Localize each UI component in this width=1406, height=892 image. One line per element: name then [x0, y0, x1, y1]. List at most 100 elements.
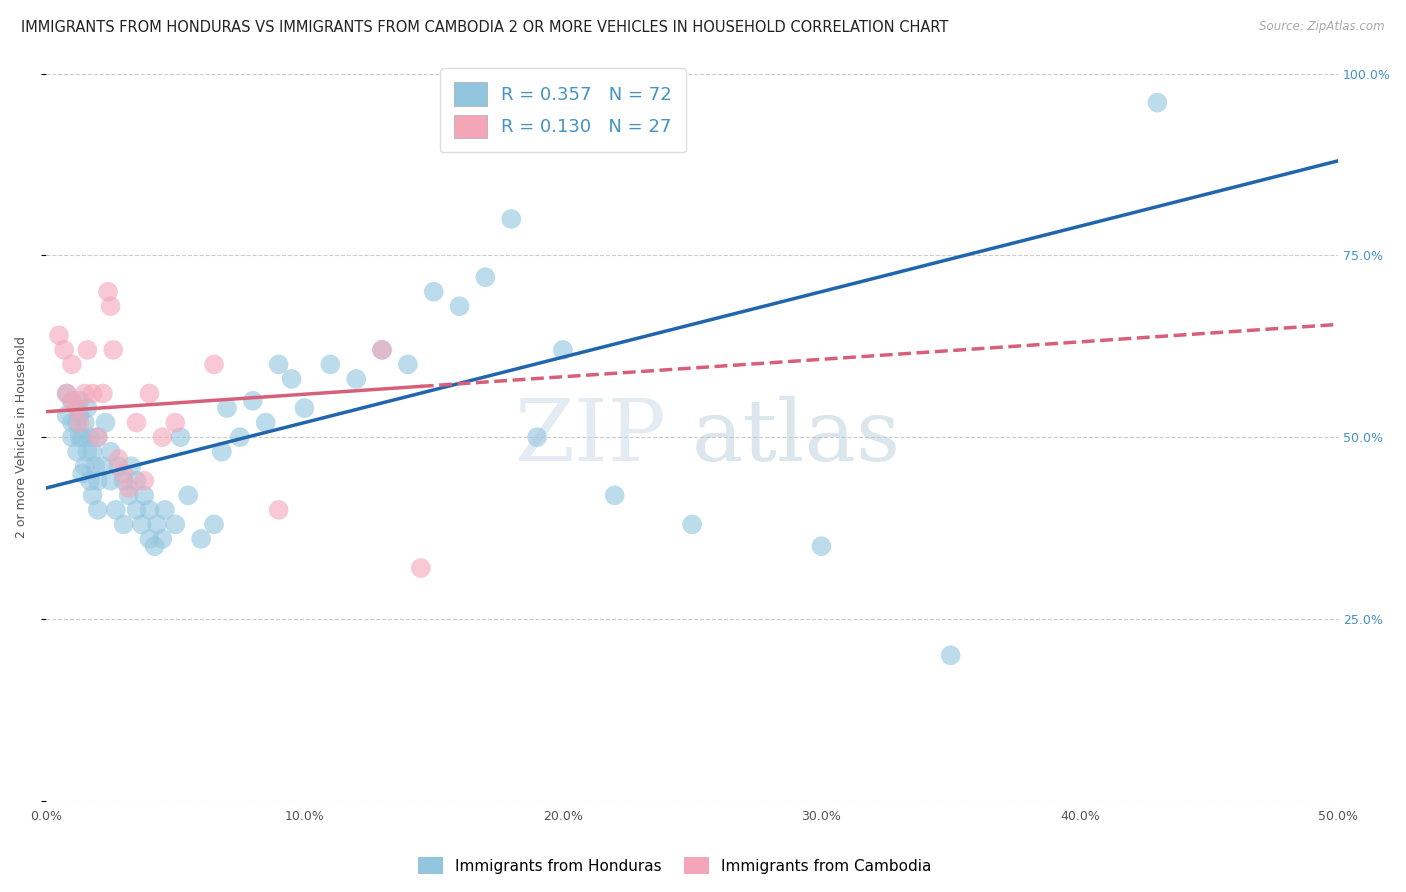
- Point: [94, 416, 117, 430]
- Point: [79, 474, 101, 488]
- Point: [55, 409, 77, 423]
- Legend: R = 0.357   N = 72, R = 0.130   N = 27: R = 0.357 N = 72, R = 0.130 N = 27: [440, 68, 686, 153]
- Point: [53, 343, 76, 357]
- Point: [603, 488, 626, 502]
- Point: [104, 503, 127, 517]
- Point: [82, 444, 104, 458]
- Point: [76, 444, 98, 458]
- Point: [211, 444, 233, 458]
- Point: [55, 386, 77, 401]
- Point: [73, 416, 96, 430]
- Point: [294, 401, 316, 415]
- Point: [112, 517, 135, 532]
- Point: [100, 444, 122, 458]
- Point: [107, 452, 129, 467]
- Point: [112, 474, 135, 488]
- Point: [396, 358, 419, 372]
- Point: [215, 401, 238, 415]
- Point: [91, 459, 114, 474]
- Point: [112, 467, 135, 481]
- Point: [134, 474, 156, 488]
- Point: [82, 386, 104, 401]
- Point: [100, 299, 122, 313]
- Point: [87, 503, 110, 517]
- Point: [280, 372, 302, 386]
- Point: [150, 532, 173, 546]
- Point: [69, 393, 91, 408]
- Point: [76, 343, 98, 357]
- Point: [202, 517, 225, 532]
- Y-axis label: 2 or more Vehicles in Household: 2 or more Vehicles in Household: [15, 336, 28, 538]
- Point: [810, 539, 832, 553]
- Point: [79, 430, 101, 444]
- Point: [87, 430, 110, 444]
- Point: [371, 343, 394, 357]
- Point: [169, 430, 191, 444]
- Point: [70, 467, 93, 481]
- Point: [254, 416, 277, 430]
- Point: [125, 416, 148, 430]
- Point: [60, 393, 83, 408]
- Point: [138, 532, 160, 546]
- Point: [526, 430, 548, 444]
- Point: [681, 517, 703, 532]
- Point: [100, 474, 122, 488]
- Point: [66, 416, 89, 430]
- Point: [422, 285, 444, 299]
- Point: [202, 358, 225, 372]
- Point: [229, 430, 252, 444]
- Point: [87, 474, 110, 488]
- Point: [66, 444, 89, 458]
- Legend: Immigrants from Honduras, Immigrants from Cambodia: Immigrants from Honduras, Immigrants fro…: [412, 851, 938, 880]
- Point: [118, 488, 141, 502]
- Point: [267, 358, 290, 372]
- Point: [55, 386, 77, 401]
- Point: [165, 517, 187, 532]
- Point: [138, 503, 160, 517]
- Point: [150, 430, 173, 444]
- Point: [242, 393, 264, 408]
- Point: [82, 488, 104, 502]
- Point: [449, 299, 471, 313]
- Point: [1146, 95, 1168, 110]
- Point: [409, 561, 432, 575]
- Point: [60, 393, 83, 408]
- Point: [70, 430, 93, 444]
- Point: [84, 459, 107, 474]
- Point: [501, 211, 523, 226]
- Point: [125, 503, 148, 517]
- Text: atlas: atlas: [692, 395, 901, 479]
- Point: [131, 517, 153, 532]
- Point: [97, 285, 120, 299]
- Point: [120, 459, 142, 474]
- Point: [939, 648, 962, 663]
- Point: [60, 430, 83, 444]
- Point: [153, 503, 176, 517]
- Point: [69, 416, 91, 430]
- Point: [190, 532, 212, 546]
- Point: [371, 343, 394, 357]
- Point: [60, 416, 83, 430]
- Point: [143, 539, 166, 553]
- Point: [474, 270, 496, 285]
- Point: [69, 409, 91, 423]
- Point: [125, 474, 148, 488]
- Point: [69, 430, 91, 444]
- Point: [87, 430, 110, 444]
- Point: [177, 488, 200, 502]
- Point: [103, 343, 125, 357]
- Point: [118, 481, 141, 495]
- Point: [267, 503, 290, 517]
- Point: [73, 459, 96, 474]
- Text: Source: ZipAtlas.com: Source: ZipAtlas.com: [1260, 20, 1385, 33]
- Point: [146, 517, 169, 532]
- Point: [134, 488, 156, 502]
- Point: [344, 372, 367, 386]
- Text: IMMIGRANTS FROM HONDURAS VS IMMIGRANTS FROM CAMBODIA 2 OR MORE VEHICLES IN HOUSE: IMMIGRANTS FROM HONDURAS VS IMMIGRANTS F…: [21, 20, 949, 35]
- Point: [48, 328, 70, 343]
- Point: [165, 416, 187, 430]
- Point: [91, 386, 114, 401]
- Point: [319, 358, 342, 372]
- Point: [107, 459, 129, 474]
- Point: [73, 386, 96, 401]
